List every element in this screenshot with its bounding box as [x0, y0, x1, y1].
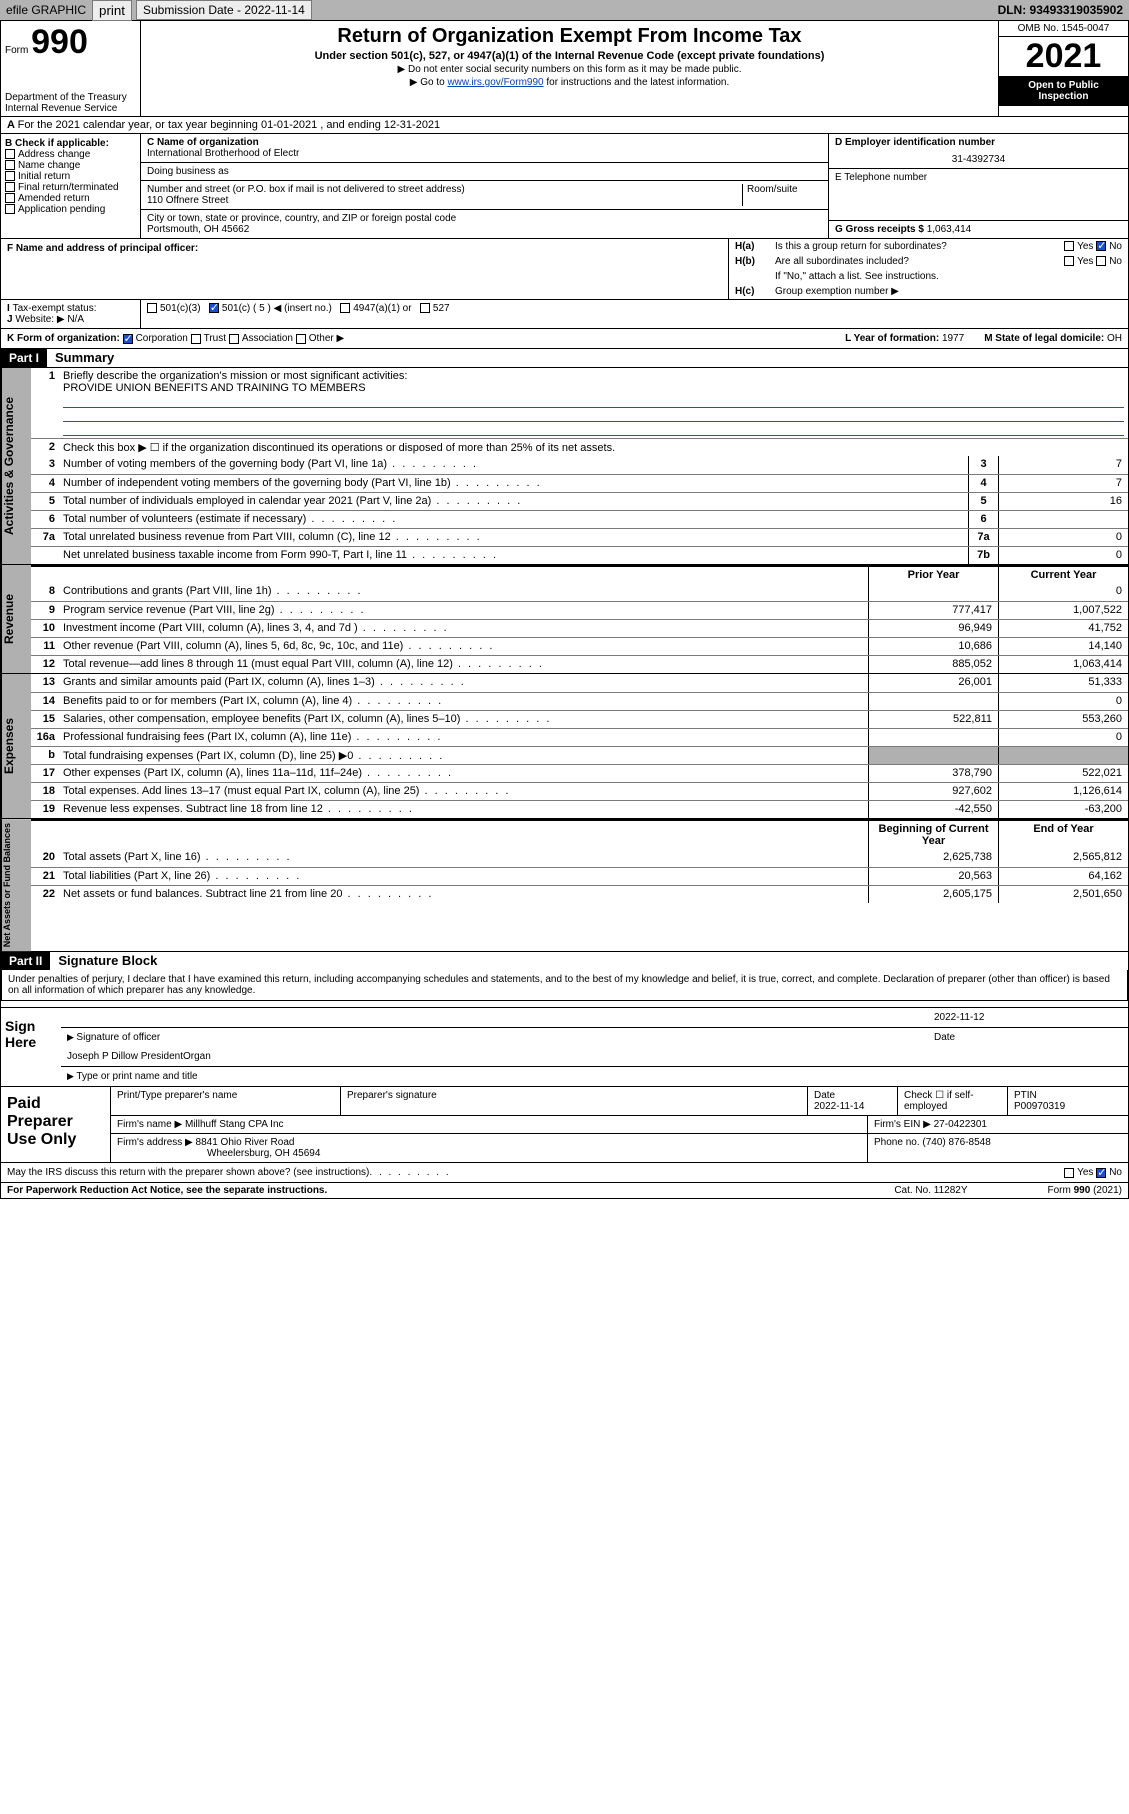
chk-final-return[interactable] — [5, 182, 15, 192]
declaration-text: Under penalties of perjury, I declare th… — [1, 970, 1128, 1001]
tab-expenses: Expenses — [1, 674, 31, 818]
part-2: Part IISignature Block Under penalties o… — [0, 952, 1129, 1087]
part-1: Part ISummary Activities & Governance 1 … — [0, 349, 1129, 952]
org-info-block: B Check if applicable: Address change Na… — [0, 134, 1129, 239]
row-k-l-m: K Form of organization: Corporation Trus… — [0, 329, 1129, 349]
summary-line: 10Investment income (Part VIII, column (… — [31, 619, 1128, 637]
summary-line: 20Total assets (Part X, line 16)2,625,73… — [31, 849, 1128, 867]
summary-line: 15Salaries, other compensation, employee… — [31, 710, 1128, 728]
ha-yes[interactable] — [1064, 241, 1074, 251]
tab-governance: Activities & Governance — [1, 368, 31, 564]
dln-label: DLN: 93493319035902 — [992, 1, 1129, 19]
summary-line: 9Program service revenue (Part VIII, lin… — [31, 601, 1128, 619]
dept-label: Department of the Treasury — [5, 92, 136, 103]
summary-line: 3Number of voting members of the governi… — [31, 456, 1128, 474]
chk-4947[interactable] — [340, 303, 350, 313]
summary-line: 13Grants and similar amounts paid (Part … — [31, 674, 1128, 692]
irs-label: Internal Revenue Service — [5, 103, 136, 114]
discuss-yes[interactable] — [1064, 1168, 1074, 1178]
form-word: Form — [5, 45, 28, 56]
form-title: Return of Organization Exempt From Incom… — [145, 25, 994, 48]
summary-line: bTotal fundraising expenses (Part IX, co… — [31, 746, 1128, 764]
chk-assoc[interactable] — [229, 334, 239, 344]
col-b-checkboxes: B Check if applicable: Address change Na… — [1, 134, 141, 238]
summary-line: Net unrelated business taxable income fr… — [31, 546, 1128, 564]
chk-corp[interactable] — [123, 334, 133, 344]
chk-name-change[interactable] — [5, 160, 15, 170]
discuss-row: May the IRS discuss this return with the… — [0, 1163, 1129, 1183]
tab-revenue: Revenue — [1, 565, 31, 673]
ein-value: 31-4392734 — [835, 154, 1122, 165]
tax-year: 2021 — [999, 37, 1128, 76]
gross-receipts: 1,063,414 — [927, 224, 972, 235]
paid-preparer-label: Paid Preparer Use Only — [1, 1087, 111, 1162]
col-d-e-g: D Employer identification number 31-4392… — [828, 134, 1128, 238]
chk-other[interactable] — [296, 334, 306, 344]
chk-501c3[interactable] — [147, 303, 157, 313]
summary-line: 21Total liabilities (Part X, line 26)20,… — [31, 867, 1128, 885]
summary-line: 22Net assets or fund balances. Subtract … — [31, 885, 1128, 903]
summary-line: 12Total revenue—add lines 8 through 11 (… — [31, 655, 1128, 673]
chk-501c[interactable] — [209, 303, 219, 313]
org-city: Portsmouth, OH 45662 — [147, 224, 822, 235]
block-f-h: F Name and address of principal officer:… — [0, 239, 1129, 300]
tab-net-assets: Net Assets or Fund Balances — [1, 819, 31, 951]
discuss-no[interactable] — [1096, 1168, 1106, 1178]
summary-line: 14Benefits paid to or for members (Part … — [31, 692, 1128, 710]
summary-line: 16aProfessional fundraising fees (Part I… — [31, 728, 1128, 746]
org-name: International Brotherhood of Electr — [147, 148, 822, 159]
sign-here-label: Sign Here — [1, 1008, 61, 1086]
ssn-warning: ▶ Do not enter social security numbers o… — [145, 64, 994, 75]
summary-line: 19Revenue less expenses. Subtract line 1… — [31, 800, 1128, 818]
summary-line: 8Contributions and grants (Part VIII, li… — [31, 583, 1128, 601]
footer: For Paperwork Reduction Act Notice, see … — [0, 1183, 1129, 1199]
paid-preparer-block: Paid Preparer Use Only Print/Type prepar… — [0, 1087, 1129, 1163]
summary-line: 6Total number of volunteers (estimate if… — [31, 510, 1128, 528]
instructions-line: ▶ Go to www.irs.gov/Form990 for instruct… — [145, 77, 994, 88]
row-i-j: I Tax-exempt status: J Website: ▶ N/A 50… — [0, 300, 1129, 329]
print-button[interactable]: print — [92, 0, 132, 21]
summary-line: 18Total expenses. Add lines 13–17 (must … — [31, 782, 1128, 800]
submission-date: Submission Date - 2022-11-14 — [136, 0, 312, 20]
form-number: 990 — [31, 23, 88, 61]
chk-initial-return[interactable] — [5, 171, 15, 181]
chk-trust[interactable] — [191, 334, 201, 344]
summary-line: 5Total number of individuals employed in… — [31, 492, 1128, 510]
hb-no[interactable] — [1096, 256, 1106, 266]
chk-527[interactable] — [420, 303, 430, 313]
open-public-badge: Open to Public Inspection — [999, 76, 1128, 106]
chk-app-pending[interactable] — [5, 204, 15, 214]
summary-line: 7aTotal unrelated business revenue from … — [31, 528, 1128, 546]
summary-line: 11Other revenue (Part VIII, column (A), … — [31, 637, 1128, 655]
org-street: 110 Offnere Street — [147, 195, 742, 206]
col-c-name-address: C Name of organization International Bro… — [141, 134, 828, 238]
chk-amended[interactable] — [5, 193, 15, 203]
hb-yes[interactable] — [1064, 256, 1074, 266]
summary-line: 4Number of independent voting members of… — [31, 474, 1128, 492]
efile-label: efile GRAPHIC — [0, 1, 92, 19]
omb-number: OMB No. 1545-0047 — [999, 21, 1128, 37]
chk-address-change[interactable] — [5, 149, 15, 159]
mission-text: PROVIDE UNION BENEFITS AND TRAINING TO M… — [63, 382, 366, 394]
row-a-tax-year: A For the 2021 calendar year, or tax yea… — [0, 117, 1129, 134]
irs-link[interactable]: www.irs.gov/Form990 — [447, 77, 543, 88]
top-toolbar: efile GRAPHIC print Submission Date - 20… — [0, 0, 1129, 20]
form-header: Form 990 Department of the Treasury Inte… — [0, 20, 1129, 117]
form-subtitle: Under section 501(c), 527, or 4947(a)(1)… — [145, 50, 994, 62]
ha-no[interactable] — [1096, 241, 1106, 251]
principal-officer-label: F Name and address of principal officer: — [7, 243, 722, 254]
summary-line: 17Other expenses (Part IX, column (A), l… — [31, 764, 1128, 782]
